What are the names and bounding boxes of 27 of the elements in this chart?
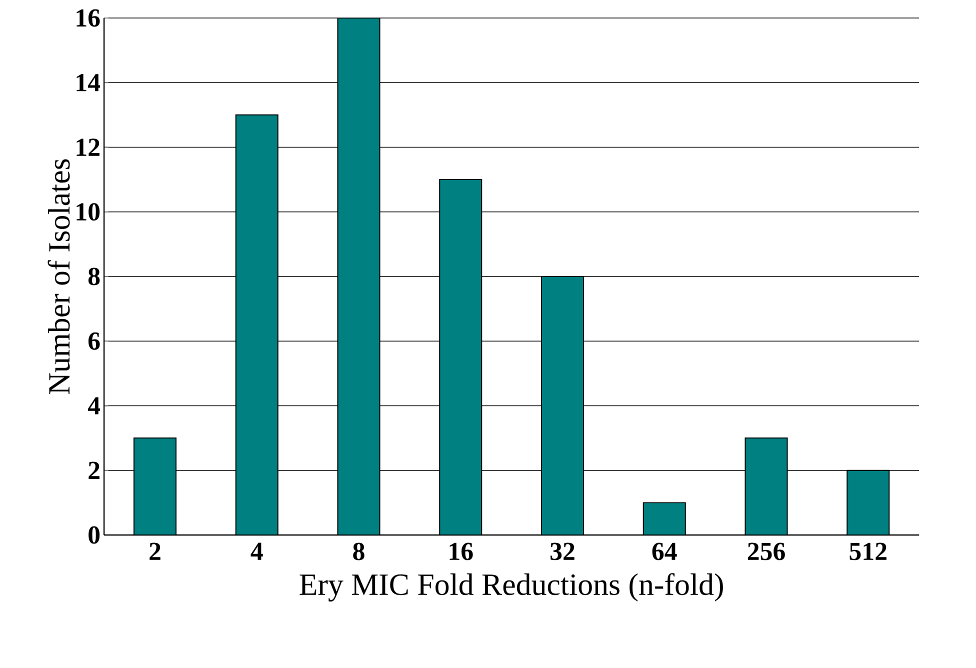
bar (642, 502, 686, 535)
y-tick-label: 4 (88, 397, 100, 414)
y-tick-label: 2 (88, 462, 100, 479)
bar (235, 114, 278, 535)
bar (846, 470, 890, 535)
x-tick-label: 8 (353, 542, 364, 560)
x-axis-title: Ery MIC Fold Reductions (n-fold) (300, 573, 723, 602)
bar (439, 179, 482, 535)
bar (744, 438, 788, 535)
y-axis-title: Number of Isolates (48, 159, 70, 394)
y-tick-label: 8 (88, 268, 100, 286)
y-tick-label: 12 (76, 138, 100, 156)
bar (134, 438, 177, 535)
y-tick-label: 6 (88, 332, 100, 350)
bar (337, 18, 380, 535)
x-tick-label: 512 (850, 542, 886, 560)
x-tick-label: 4 (250, 542, 263, 560)
y-tick-label: 0 (88, 526, 100, 544)
y-tick-label: 16 (76, 9, 100, 27)
x-tick-label: 64 (652, 542, 677, 560)
y-tick-label: 14 (76, 74, 100, 92)
x-tick-label: 2 (150, 542, 160, 560)
y-tick-label: 10 (76, 203, 100, 221)
x-tick-label: 256 (748, 542, 785, 560)
x-tick-label: 16 (450, 542, 473, 560)
bar (541, 276, 584, 535)
x-tick-label: 32 (550, 542, 574, 560)
